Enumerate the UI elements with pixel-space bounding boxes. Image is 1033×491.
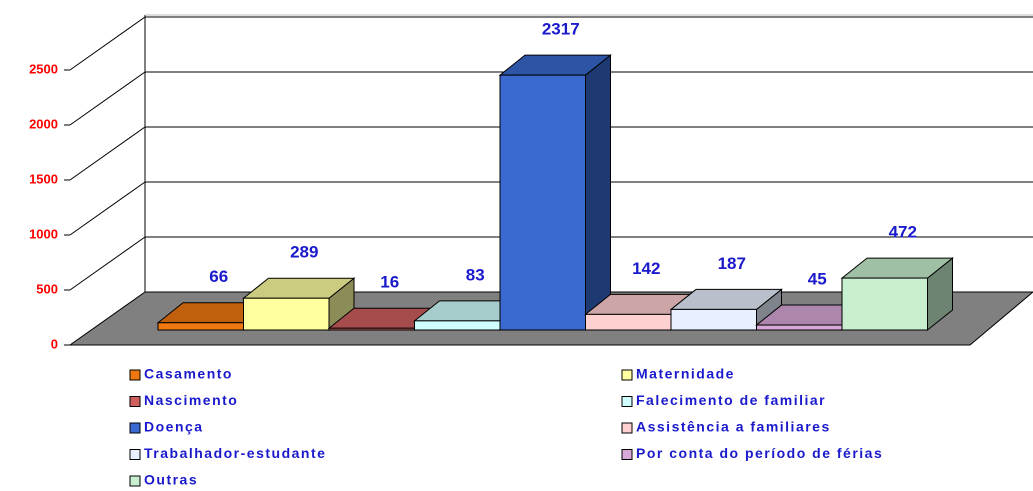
bar-side-shade: [585, 55, 611, 330]
bar-top-shade: [158, 302, 269, 323]
bar: [585, 313, 672, 331]
y-tick-label: 2000: [29, 116, 58, 131]
legend-label: Doença: [144, 419, 204, 435]
bar-top-shade: [329, 308, 440, 329]
legend-swatch: [621, 369, 633, 381]
value-label: 16: [380, 273, 399, 292]
legend-label: Falecimento de familiar: [636, 392, 826, 408]
legend-swatch: [129, 396, 141, 407]
bar-top-shade: [671, 289, 782, 310]
value-label: 45: [808, 270, 827, 289]
bar: [756, 324, 843, 331]
bar-top-shade: [842, 258, 953, 279]
y-tick-label: 0: [51, 336, 58, 351]
value-label: 289: [290, 243, 318, 262]
legend-swatch: [129, 475, 141, 487]
bar: [243, 297, 330, 331]
grid-line: [69, 71, 146, 126]
value-label: 83: [466, 265, 485, 284]
bar: [414, 320, 501, 331]
value-label: 142: [632, 259, 660, 278]
y-tick-label: 500: [36, 281, 58, 296]
y-tick-label: 1500: [29, 171, 58, 186]
grid-line: [69, 181, 146, 236]
grid-line: [69, 236, 146, 291]
legend-swatch: [129, 449, 141, 460]
value-label: 472: [889, 223, 917, 242]
value-label: 66: [209, 267, 228, 286]
bar: [328, 327, 415, 331]
bar-top-shade: [243, 278, 354, 299]
value-label: 187: [718, 254, 746, 273]
legend-label: Casamento: [144, 366, 233, 382]
bar-side-shade: [927, 258, 953, 330]
bar-top-shade: [414, 300, 525, 321]
y-tick-label: 1000: [29, 226, 58, 241]
bar-top-shade: [756, 305, 867, 326]
bar-top-shade: [500, 55, 611, 76]
legend-label: Nascimento: [144, 392, 238, 408]
legend-label: Outras: [144, 472, 198, 488]
bar: [157, 322, 244, 331]
legend-swatch: [129, 422, 141, 434]
grid-line: [69, 126, 146, 181]
legend-label: Trabalhador-estudante: [144, 445, 326, 461]
legend-swatch: [621, 449, 633, 460]
bar-side-shade: [329, 278, 354, 330]
value-label: 2317: [542, 20, 580, 39]
bar-top-shade: [585, 294, 696, 315]
bar: [499, 74, 586, 331]
grid-line: [69, 16, 146, 71]
bar: [670, 308, 757, 331]
legend-label: Assistência a familiares: [636, 419, 831, 435]
bar: [841, 277, 928, 331]
legend-label: Maternidade: [636, 366, 735, 382]
legend-swatch: [129, 369, 141, 381]
legend-swatch: [621, 396, 633, 407]
legend-swatch: [621, 422, 633, 434]
legend-label: Por conta do período de férias: [636, 445, 883, 461]
y-tick-label: 2500: [29, 61, 58, 76]
